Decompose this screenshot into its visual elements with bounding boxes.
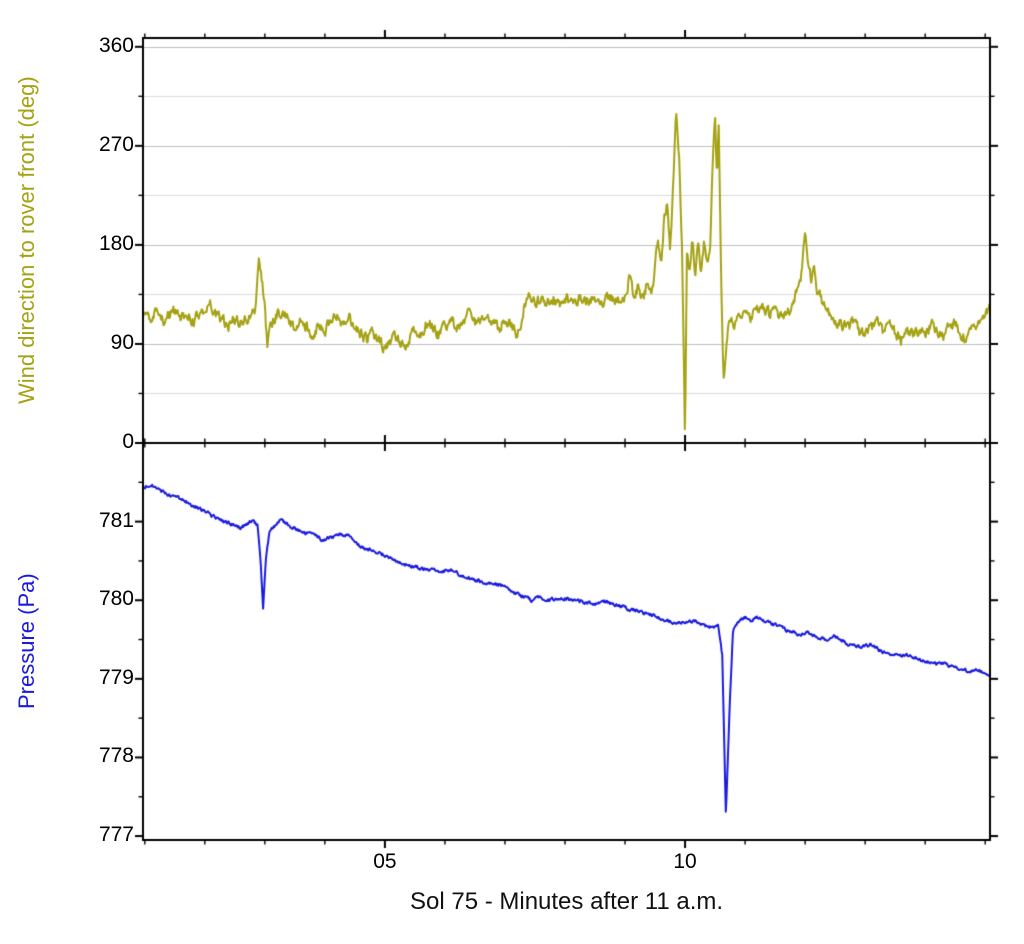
y-tick-label: 180 xyxy=(98,231,134,255)
y-tick-label: 360 xyxy=(98,33,134,57)
x-tick-label: 10 xyxy=(673,850,697,873)
x-tick-label: 05 xyxy=(373,850,397,873)
wind-axis-title: Wind direction to rover front (deg) xyxy=(14,76,39,405)
y-tick-label: 780 xyxy=(98,587,134,611)
x-axis-title: Sol 75 - Minutes after 11 a.m. xyxy=(409,888,724,915)
y-tick-label: 777 xyxy=(98,823,134,847)
y-tick-label: 90 xyxy=(110,330,134,354)
y-tick-label: 781 xyxy=(98,508,134,532)
y-tick-label: 0 xyxy=(122,430,134,453)
y-tick-label: 270 xyxy=(98,132,134,156)
pressure-axis-title: Pressure (Pa) xyxy=(14,573,39,710)
y-tick-label: 778 xyxy=(98,744,134,768)
y-tick-label: 779 xyxy=(98,665,134,689)
